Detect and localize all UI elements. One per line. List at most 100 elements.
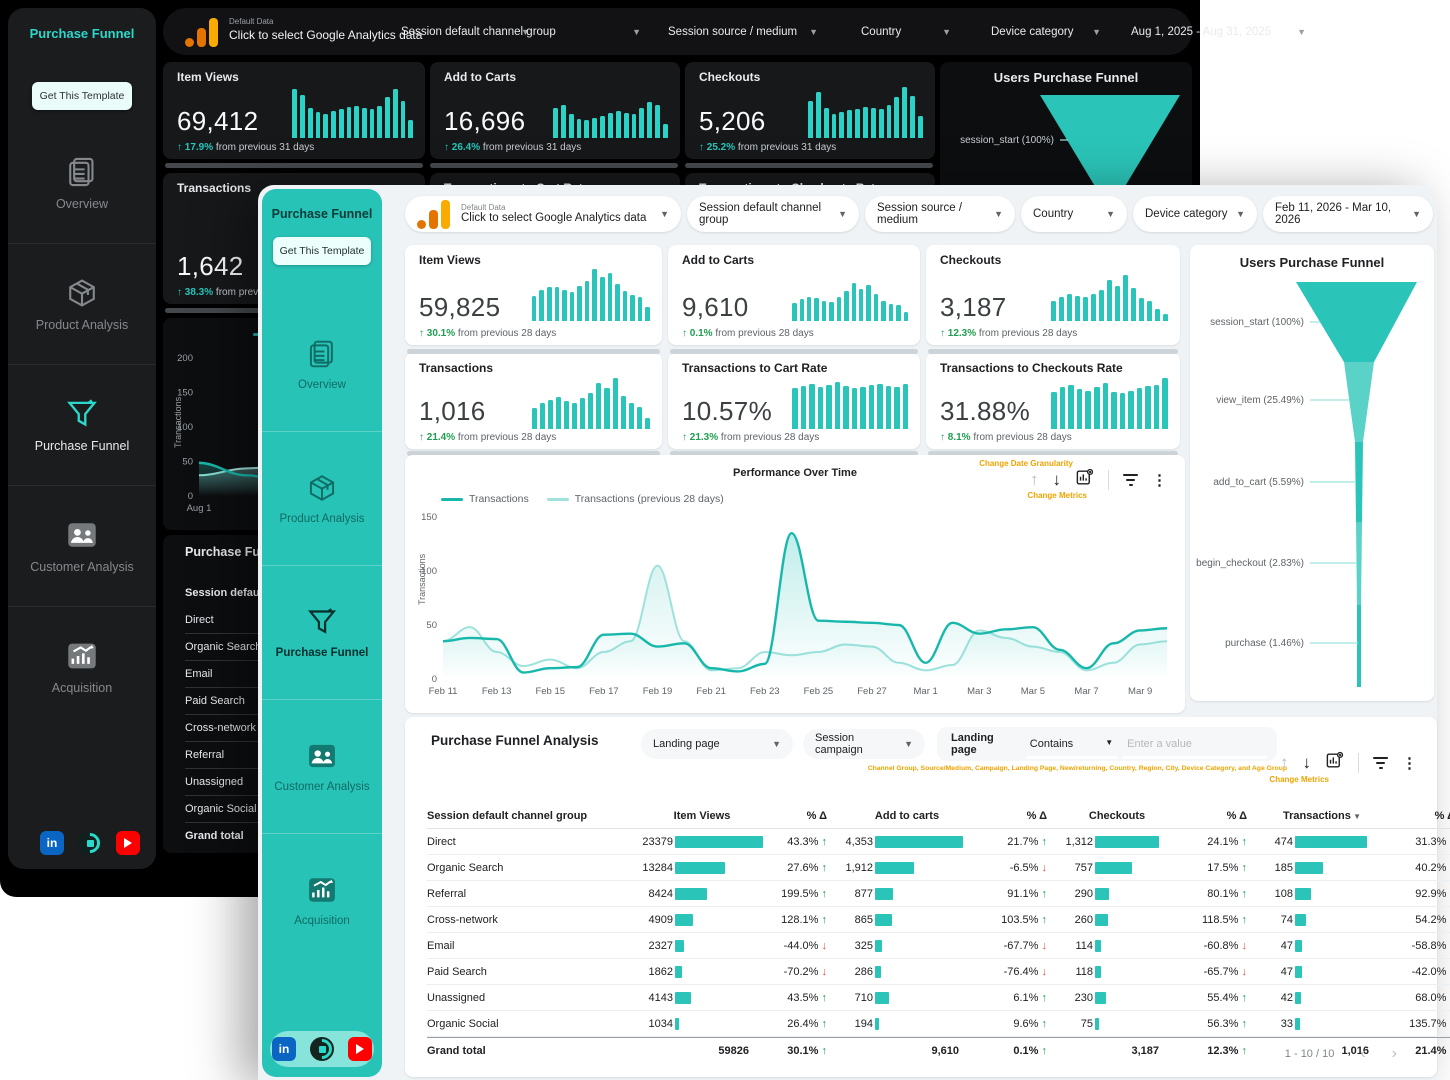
spark-bar	[639, 107, 645, 138]
svg-text:0: 0	[188, 491, 193, 502]
scrollbar[interactable]	[928, 349, 1178, 354]
filter-icon[interactable]	[1373, 757, 1388, 769]
linkedin-icon[interactable]: in	[40, 831, 64, 855]
kpi-delta: ↑ 25.2% from previous 31 days	[699, 142, 836, 153]
metric-bar	[1095, 861, 1132, 874]
scrollbar[interactable]	[928, 451, 1178, 456]
table-row: Email 2327 -44.0% ↓ 325 -67.7% ↓ 114 -60.8% ↓ 4…	[427, 933, 1450, 959]
back-filter-source-medium[interactable]: Session source / medium ▼	[668, 25, 818, 38]
sort-descending-icon[interactable]: ↓	[1302, 753, 1312, 772]
metric-value: 865	[854, 913, 873, 926]
metric-cell: 23379	[627, 835, 777, 848]
metric-value: 42	[1280, 991, 1293, 1004]
up-arrow-icon: ↑	[1041, 1044, 1048, 1057]
scrollbar[interactable]	[670, 451, 918, 456]
back-data-source-selector[interactable]: Click to select Google Analytics data	[229, 28, 423, 42]
funnel-stage-label: purchase (1.46%)	[1225, 638, 1304, 649]
kpi-delta-note: from previous 28 days	[720, 432, 820, 443]
table-dimension-select[interactable]: Landing page ▼	[641, 729, 793, 759]
up-arrow-icon: ↑	[940, 328, 948, 339]
spark-bar	[607, 273, 613, 321]
sidebar-item-product-analysis[interactable]: Product Analysis	[8, 243, 156, 364]
front-funnel-title: Users Purchase Funnel	[1239, 255, 1385, 270]
table-toolbar: ↑ ↓ ⋮	[1280, 751, 1417, 775]
metric-cell: 8424	[627, 887, 777, 900]
front-filter-channel-group[interactable]: Session default channel group ▼	[687, 196, 859, 232]
previous-page-icon[interactable]: ‹	[1360, 1045, 1366, 1062]
metric-bar	[1095, 887, 1110, 900]
youtube-icon[interactable]	[348, 1037, 372, 1061]
front-filter-device-category[interactable]: Device category ▼	[1133, 196, 1257, 232]
metric-value: 8424	[648, 887, 673, 900]
delta-value: -42.0%	[1411, 965, 1450, 978]
sidebar-item-acquisition[interactable]: Acquisition	[8, 606, 156, 727]
back-filter-device-category[interactable]: Device category ▼	[991, 25, 1101, 38]
scrollbar[interactable]	[407, 349, 660, 354]
sort-descending-icon[interactable]: ↓	[1052, 470, 1062, 489]
front-get-template-button[interactable]: Get This Template	[273, 237, 371, 265]
sidebar-item-purchase-funnel[interactable]: Purchase Funnel	[8, 364, 156, 485]
more-options-icon[interactable]: ⋮	[1152, 472, 1167, 489]
back-filter-channel-group[interactable]: Session default channel group ▼	[401, 25, 641, 38]
scrollbar[interactable]	[685, 163, 933, 168]
metric-bar	[1095, 965, 1101, 978]
sidebar-item-customer-analysis[interactable]: Customer Analysis	[8, 485, 156, 606]
up-arrow-icon: ↑	[1241, 835, 1248, 848]
youtube-icon[interactable]	[116, 831, 140, 855]
series-area	[443, 533, 1167, 679]
spark-bar	[873, 293, 879, 321]
spark-bar	[1091, 293, 1097, 321]
column-header-transactions[interactable]: Transactions ▼	[1283, 809, 1361, 822]
front-sidebar-title: Purchase Funnel	[271, 207, 373, 221]
scrollbar[interactable]	[165, 163, 423, 168]
back-filter-country[interactable]: Country ▼	[861, 25, 951, 38]
filter-icon[interactable]	[1123, 474, 1138, 486]
sidebar-item-customer-analysis[interactable]: Customer Analysis	[262, 699, 382, 833]
filter-operator-select[interactable]: Contains ▼	[1025, 738, 1118, 759]
sidebar-item-product-analysis[interactable]: Product Analysis	[262, 431, 382, 565]
windsor-logo-icon[interactable]	[307, 1034, 337, 1064]
more-options-icon[interactable]: ⋮	[1402, 755, 1417, 772]
change-metrics-icon[interactable]	[1075, 468, 1094, 492]
kpi-delta: ↑ 21.4% from previous 28 days	[419, 432, 556, 443]
kpi-delta-percent: 0.1%	[689, 328, 716, 339]
chevron-down-icon: ▼	[1105, 738, 1114, 747]
front-data-source-selector[interactable]: Default Data Click to select Google Anal…	[405, 196, 681, 232]
scrollbar[interactable]	[670, 349, 918, 354]
windsor-logo-icon[interactable]	[75, 828, 105, 858]
spark-bar	[821, 301, 827, 321]
spark-bar	[1131, 287, 1136, 321]
sidebar-item-overview[interactable]: Overview	[262, 297, 382, 431]
change-metrics-icon[interactable]	[1325, 751, 1344, 775]
kpi-sparkline	[553, 86, 668, 138]
sidebar-item-purchase-funnel[interactable]: Purchase Funnel	[262, 565, 382, 699]
sort-ascending-icon[interactable]: ↑	[1030, 470, 1039, 489]
sidebar-item-acquisition[interactable]: Acquisition	[262, 833, 382, 967]
svg-text:Feb 17: Feb 17	[589, 686, 619, 697]
filter-value-input[interactable]: Enter a value	[1123, 738, 1267, 759]
kpi-sparkline	[1051, 377, 1169, 429]
up-arrow-icon: ↑	[1041, 913, 1048, 926]
next-page-icon[interactable]: ›	[1391, 1045, 1397, 1062]
linkedin-icon[interactable]: in	[272, 1037, 296, 1061]
sidebar-item-overview[interactable]: Overview	[8, 122, 156, 243]
metric-bar	[875, 965, 881, 978]
scrollbar[interactable]	[430, 163, 678, 168]
sort-ascending-icon[interactable]: ↑	[1280, 753, 1289, 772]
scrollbar[interactable]	[407, 451, 660, 456]
table-campaign-select[interactable]: Session campaign ▼	[803, 729, 925, 759]
spark-bar	[1162, 378, 1169, 429]
back-data-source-kicker: Default Data	[229, 17, 274, 26]
spark-bar	[851, 282, 857, 321]
back-get-template-button[interactable]: Get This Template	[32, 82, 132, 110]
kpi-delta-note: from previous 28 days	[715, 328, 814, 339]
spark-bar	[346, 106, 352, 138]
delta-value: -60.8%	[1203, 939, 1242, 952]
front-filter-source-medium[interactable]: Session source / medium ▼	[865, 196, 1015, 232]
front-filter-country[interactable]: Country ▼	[1021, 196, 1127, 232]
delta-cell: 118.5% ↑	[1187, 914, 1247, 926]
table-title: Purchase Funnel Analysis	[431, 733, 599, 748]
channel-label: Unassigned	[427, 991, 486, 1004]
front-date-range-picker[interactable]: Feb 11, 2026 - Mar 10, 2026 ▼	[1263, 196, 1433, 232]
back-date-range-picker[interactable]: Aug 1, 2025 - Aug 31, 2025 ▼	[1131, 25, 1306, 38]
